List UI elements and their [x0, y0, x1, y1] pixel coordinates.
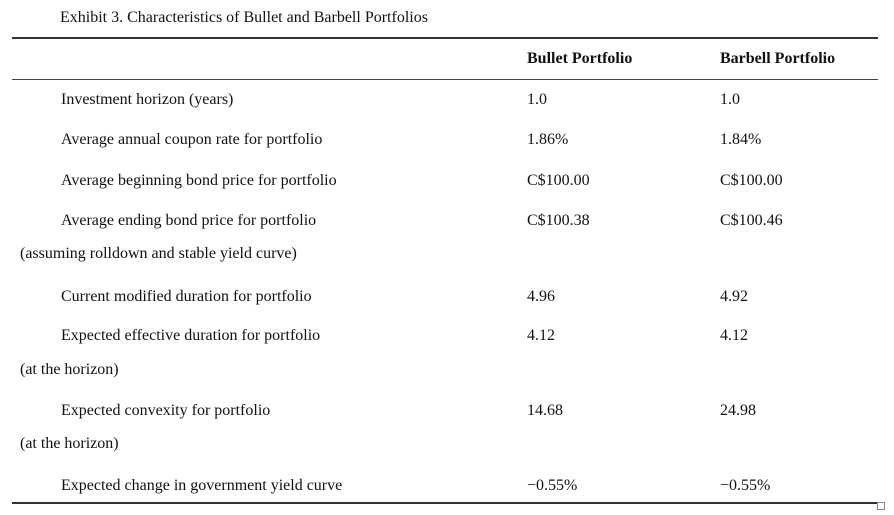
bullet-value: C$100.00: [527, 172, 590, 189]
row-label: Expected convexity for portfolio: [61, 402, 271, 419]
row-label: Average annual coupon rate for portfolio: [61, 131, 323, 148]
bullet-value: 1.0: [527, 91, 547, 108]
table-header-rule: [12, 79, 878, 80]
row-label: Average beginning bond price for portfol…: [61, 172, 337, 189]
barbell-value: C$100.46: [720, 212, 783, 229]
bullet-value: −0.55%: [527, 477, 578, 494]
bullet-value: 14.68: [527, 402, 563, 419]
barbell-value: 4.12: [720, 327, 748, 344]
bullet-value: 4.96: [527, 288, 555, 305]
column-header-bullet: Bullet Portfolio: [527, 50, 633, 67]
barbell-value: 1.0: [720, 91, 740, 108]
barbell-value: 24.98: [720, 402, 756, 419]
barbell-value: C$100.00: [720, 172, 783, 189]
row-sub-label: (at the horizon): [20, 435, 119, 452]
row-sub-label: (at the horizon): [20, 361, 119, 378]
row-label: Expected change in government yield curv…: [61, 477, 343, 494]
bullet-value: 1.86%: [527, 131, 569, 148]
barbell-value: 1.84%: [720, 131, 762, 148]
table-top-rule: [12, 37, 878, 39]
row-label: Expected effective duration for portfoli…: [61, 327, 321, 344]
table-bottom-rule: [12, 502, 878, 504]
row-label: Current modified duration for portfolio: [61, 288, 312, 305]
row-sub-label: (assuming rolldown and stable yield curv…: [20, 245, 297, 262]
row-label: Average ending bond price for portfolio: [61, 212, 317, 229]
bullet-value: C$100.38: [527, 212, 590, 229]
table-resize-handle[interactable]: [877, 502, 885, 510]
barbell-value: 4.92: [720, 288, 748, 305]
bullet-value: 4.12: [527, 327, 555, 344]
exhibit-title: Exhibit 3. Characteristics of Bullet and…: [60, 9, 428, 26]
column-header-barbell: Barbell Portfolio: [720, 50, 836, 67]
row-label: Investment horizon (years): [61, 91, 234, 108]
barbell-value: −0.55%: [720, 477, 771, 494]
